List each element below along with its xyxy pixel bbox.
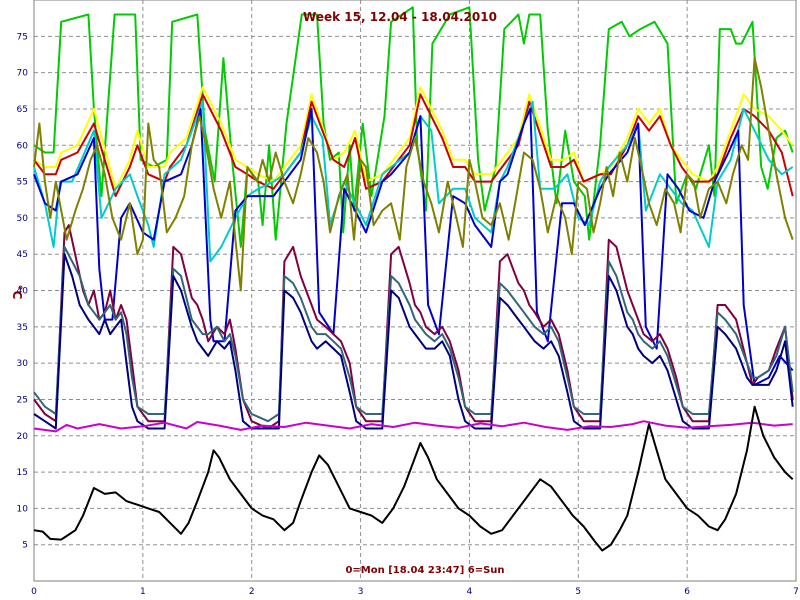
y-axis-label: °C — [10, 285, 24, 300]
x-tick-label: 5 — [575, 587, 581, 597]
y-tick-label: 70 — [17, 69, 29, 79]
series-layer — [33, 6, 794, 552]
y-tick-label: 45 — [17, 250, 28, 260]
x-tick-label: 0 — [31, 587, 37, 597]
series-line-3 — [33, 93, 794, 198]
y-tick-label: 15 — [17, 468, 28, 478]
x-tick-label: 1 — [140, 587, 146, 597]
x-tick-label: 3 — [358, 587, 364, 597]
y-tick-label: 50 — [17, 214, 29, 224]
grid — [34, 0, 796, 581]
chart-title: Week 15, 12.04 - 18.04.2010 — [303, 10, 497, 24]
x-tick-label: 7 — [793, 587, 799, 597]
y-tick-label: 75 — [17, 32, 28, 42]
series-line-11 — [33, 405, 794, 552]
series-line-7 — [33, 245, 794, 423]
y-tick-label: 60 — [17, 141, 29, 151]
y-tick-label: 65 — [17, 105, 28, 115]
x-tick-label: 6 — [684, 587, 690, 597]
y-tick-label: 10 — [17, 504, 29, 514]
series-line-6 — [33, 224, 794, 430]
y-tick-label: 40 — [17, 287, 29, 297]
plot-frame — [33, 0, 797, 582]
y-tick-label: 5 — [22, 541, 28, 551]
series-line-9 — [33, 57, 794, 292]
series-line-10 — [33, 420, 793, 433]
x-axis-label: 0=Mon [18.04 23:47] 6=Sun — [345, 565, 504, 576]
y-tick-label: 55 — [17, 178, 28, 188]
y-tick-label: 35 — [17, 323, 28, 333]
y-tick-label: 20 — [17, 432, 29, 442]
x-tick-label: 2 — [249, 587, 255, 597]
y-tick-label: 25 — [17, 395, 28, 405]
x-tick-label: 4 — [467, 587, 473, 597]
series-line-5 — [33, 107, 794, 386]
y-tick-label: 30 — [17, 359, 29, 369]
